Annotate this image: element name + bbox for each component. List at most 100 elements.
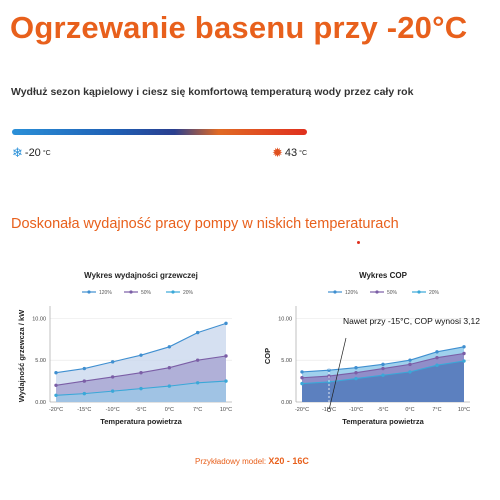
data-point (381, 373, 385, 377)
data-point (381, 366, 385, 371)
temperature-max-unit: °C (299, 149, 308, 157)
decorative-dot (357, 241, 360, 244)
legend-entry: 50% (387, 290, 398, 296)
footnote-label: Przykładowy model: (195, 457, 267, 466)
data-point (54, 371, 58, 375)
annotation-marker (327, 408, 331, 412)
legend-marker (333, 290, 337, 294)
x-tick-label: 0°C (405, 407, 414, 413)
temperature-max-value: 43 (284, 147, 298, 159)
data-point (54, 383, 58, 387)
data-point (354, 376, 358, 381)
x-tick-label: 10°C (220, 407, 232, 413)
data-point (408, 362, 412, 367)
data-point (167, 345, 172, 349)
y-tick-label: 10.00 (32, 316, 46, 322)
data-point (82, 391, 87, 396)
x-axis-label: Temperatura powietrza (100, 417, 182, 426)
data-point (139, 371, 143, 375)
y-tick-label: 0.00 (281, 400, 292, 406)
chart-title: Wykres COP (359, 271, 408, 280)
heating-capacity-chart: Wykres wydajności grzewczej 120% 50% 20% 0.0… (17, 271, 232, 426)
data-point (462, 345, 466, 349)
page-title: Ogrzewanie basenu przy -20°C (10, 10, 468, 45)
legend-marker (375, 290, 379, 294)
footnote-model: X20 - 16C (268, 456, 309, 466)
data-point (224, 321, 228, 326)
data-point (110, 360, 115, 364)
annotation-leader (328, 337, 347, 411)
y-tick-label: 10.00 (278, 316, 292, 322)
cop-chart: Wykres COP 120% 50% 20% 0.00 5.00 10.00 -20°C -1… (263, 271, 480, 426)
series-area (56, 381, 226, 402)
legend-entry: 50% (141, 290, 152, 296)
legend-marker (87, 290, 91, 294)
data-point (300, 376, 304, 380)
data-point (327, 368, 331, 372)
x-tick-label: -5°C (135, 407, 146, 413)
x-tick-label: -20°C (295, 407, 309, 413)
data-point (462, 351, 466, 356)
y-tick-label: 5.00 (35, 358, 46, 364)
annotation-text: Nawet przy -15°C, COP wynosi 3,12 (343, 316, 480, 326)
x-tick-label: -10°C (349, 407, 363, 413)
sun-icon: ✹ (272, 145, 283, 160)
y-axis-label: COP (263, 348, 272, 364)
data-point (381, 362, 385, 367)
data-point (354, 371, 358, 375)
data-point (139, 353, 143, 357)
page-subtitle: Wydłuż sezon kąpielowy i ciesz się komfo… (11, 86, 414, 98)
snowflake-icon: ❄ (12, 145, 23, 160)
data-point (82, 366, 87, 371)
x-tick-label: 10°C (458, 407, 470, 413)
x-axis-label: Temperatura powietrza (342, 417, 424, 426)
x-tick-label: -5°C (377, 407, 388, 413)
y-tick-label: 0.00 (35, 400, 46, 406)
x-tick-label: 7°C (432, 407, 441, 413)
legend-entry: 120% (99, 290, 112, 296)
data-point (300, 370, 304, 374)
data-point (408, 370, 412, 374)
data-point (408, 358, 412, 362)
data-point (435, 355, 439, 360)
data-point (224, 354, 228, 358)
section-title: Doskonała wydajność pracy pompy w niskic… (11, 216, 399, 232)
y-tick-label: 5.00 (281, 358, 292, 364)
data-point (167, 384, 172, 388)
data-point (110, 389, 115, 393)
series-area (302, 361, 464, 402)
legend-marker (171, 290, 175, 294)
data-point (195, 358, 200, 362)
data-point (435, 363, 439, 367)
temperature-min-value: -20 (24, 147, 41, 159)
data-point (224, 379, 228, 383)
legend-entry: 20% (183, 290, 194, 296)
data-point (82, 379, 87, 383)
data-point (167, 366, 172, 370)
x-tick-label: -20°C (49, 407, 63, 413)
data-point (435, 350, 439, 354)
data-point (195, 330, 200, 335)
legend-marker (417, 290, 421, 294)
data-point (54, 393, 58, 398)
x-tick-label: 0°C (165, 407, 174, 413)
data-point (354, 366, 358, 370)
legend-entry: 120% (345, 290, 358, 296)
data-point (195, 381, 200, 385)
data-point (110, 375, 115, 379)
footnote: Przykładowy model: X20 - 16C (195, 456, 309, 466)
temperature-min-unit: °C (42, 149, 51, 157)
data-point (139, 386, 143, 391)
legend-marker (129, 290, 133, 294)
temperature-gradient-bar (12, 129, 307, 135)
chart-title: Wykres wydajności grzewczej (84, 271, 198, 280)
data-point (300, 381, 304, 386)
temperature-min: ❄ -20 °C (12, 145, 51, 161)
x-tick-label: -15°C (77, 407, 91, 413)
data-point (462, 359, 466, 363)
legend-entry: 20% (429, 290, 440, 296)
y-axis-label: Wydajność grzewcza / kW (17, 309, 26, 402)
x-tick-label: -10°C (106, 407, 120, 413)
x-tick-label: 7°C (193, 407, 202, 413)
temperature-max: ✹ 43 °C (272, 145, 307, 161)
